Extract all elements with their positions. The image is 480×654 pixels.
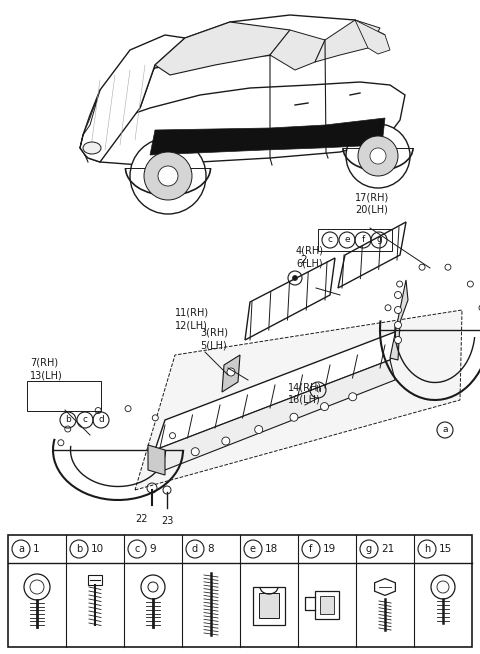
Circle shape [431, 575, 455, 599]
Polygon shape [245, 258, 335, 340]
Text: f: f [309, 544, 312, 554]
Text: 1: 1 [33, 544, 40, 554]
Circle shape [395, 337, 401, 343]
Polygon shape [80, 35, 185, 162]
Polygon shape [85, 82, 405, 165]
Circle shape [125, 405, 131, 411]
Text: 22: 22 [136, 514, 148, 524]
Text: 7(RH)
13(LH): 7(RH) 13(LH) [30, 358, 63, 380]
Circle shape [24, 574, 50, 600]
FancyBboxPatch shape [259, 593, 279, 618]
Text: 11(RH)
12(LH): 11(RH) 12(LH) [175, 307, 209, 330]
Circle shape [95, 407, 101, 413]
Circle shape [255, 426, 263, 434]
Circle shape [152, 415, 158, 421]
Circle shape [445, 264, 451, 270]
Text: g: g [376, 235, 382, 245]
FancyBboxPatch shape [88, 575, 102, 585]
Circle shape [370, 148, 386, 164]
Circle shape [292, 275, 298, 281]
Polygon shape [148, 445, 165, 475]
Circle shape [321, 403, 328, 411]
Polygon shape [315, 20, 380, 62]
Circle shape [358, 136, 398, 176]
Text: b: b [76, 544, 82, 554]
Circle shape [191, 448, 199, 456]
Circle shape [148, 582, 158, 592]
Polygon shape [80, 90, 100, 148]
Text: 10: 10 [91, 544, 104, 554]
Circle shape [227, 368, 235, 376]
Text: c: c [327, 235, 333, 245]
Circle shape [222, 437, 230, 445]
Circle shape [396, 281, 403, 287]
Ellipse shape [83, 142, 101, 154]
Text: 21: 21 [381, 544, 394, 554]
Circle shape [437, 581, 449, 593]
Polygon shape [135, 15, 385, 108]
Text: 4(RH)
6(LH): 4(RH) 6(LH) [296, 246, 324, 268]
FancyBboxPatch shape [320, 596, 334, 614]
Polygon shape [155, 330, 400, 450]
Polygon shape [222, 355, 240, 392]
Polygon shape [150, 118, 385, 155]
Text: d: d [98, 415, 104, 424]
Text: a: a [18, 544, 24, 554]
Circle shape [144, 152, 192, 200]
FancyBboxPatch shape [315, 591, 339, 619]
Circle shape [169, 433, 176, 439]
Circle shape [58, 439, 64, 446]
Polygon shape [270, 30, 325, 70]
Text: 9: 9 [149, 544, 156, 554]
Text: 17(RH)
20(LH): 17(RH) 20(LH) [355, 192, 389, 215]
Polygon shape [390, 280, 408, 360]
Polygon shape [155, 22, 290, 75]
Text: 15: 15 [439, 544, 452, 554]
Text: 3(RH)
5(LH): 3(RH) 5(LH) [200, 328, 228, 350]
Circle shape [395, 292, 401, 298]
Text: g: g [366, 544, 372, 554]
Circle shape [141, 575, 165, 599]
Text: 18: 18 [265, 544, 278, 554]
Text: 14(RH)
16(LH): 14(RH) 16(LH) [288, 383, 322, 405]
FancyBboxPatch shape [253, 587, 285, 625]
Text: h: h [424, 544, 430, 554]
Circle shape [158, 166, 178, 186]
Circle shape [419, 264, 425, 270]
Circle shape [385, 305, 391, 311]
Circle shape [30, 580, 44, 594]
Circle shape [395, 322, 401, 328]
Text: a: a [442, 426, 448, 434]
FancyBboxPatch shape [8, 535, 472, 647]
Polygon shape [374, 579, 396, 595]
Text: e: e [344, 235, 350, 245]
Circle shape [395, 307, 401, 313]
Text: 8: 8 [207, 544, 214, 554]
Text: c: c [83, 415, 87, 424]
Text: f: f [361, 235, 365, 245]
Text: d: d [192, 544, 198, 554]
Polygon shape [135, 310, 462, 490]
Circle shape [65, 426, 71, 432]
Circle shape [290, 413, 298, 421]
Circle shape [479, 305, 480, 311]
Text: b: b [65, 415, 71, 424]
Text: e: e [250, 544, 256, 554]
Text: 19: 19 [323, 544, 336, 554]
Text: h: h [315, 385, 321, 394]
Circle shape [346, 124, 410, 188]
Circle shape [130, 138, 206, 214]
Polygon shape [155, 360, 395, 470]
Circle shape [468, 281, 473, 287]
Circle shape [348, 393, 357, 401]
Text: c: c [134, 544, 140, 554]
Text: 23: 23 [161, 516, 173, 526]
Polygon shape [355, 20, 390, 54]
Polygon shape [338, 222, 406, 288]
Text: 2: 2 [300, 255, 307, 265]
